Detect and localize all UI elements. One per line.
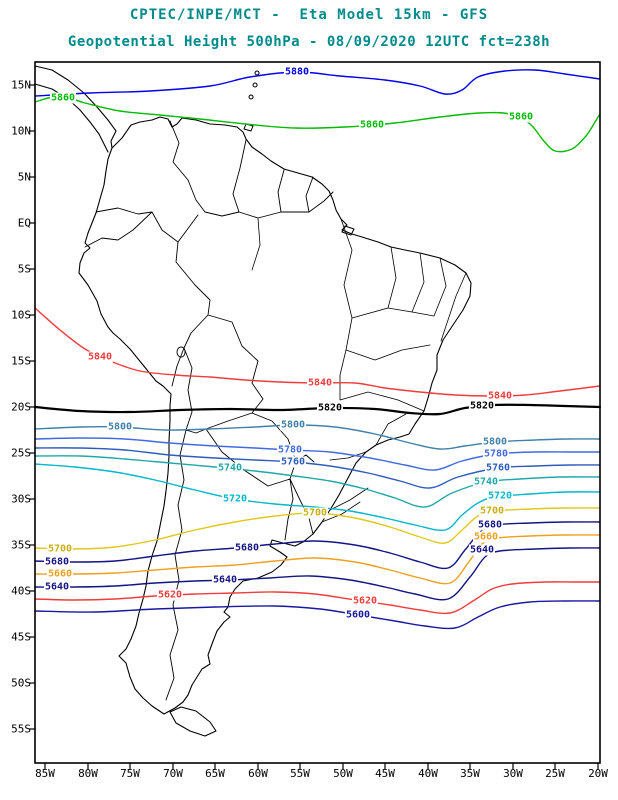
contour-5740: [34, 455, 601, 508]
contour-5600: [34, 600, 601, 630]
contour-5760: [34, 447, 601, 489]
page-title-line2: Geopotential Height 500hPa - 08/09/2020 …: [67, 34, 551, 50]
contour-5780: [34, 437, 601, 471]
contour-5800: [34, 424, 601, 450]
state-borders: [251, 217, 467, 523]
contour-lines: [33, 69, 602, 630]
south-america-map: [34, 65, 472, 737]
contour-5640: [34, 547, 601, 601]
axis-ticks: [29, 84, 599, 769]
tierra-del-fuego-island: [169, 706, 217, 737]
contour-5660: [34, 534, 601, 585]
contour-5880: [34, 69, 601, 97]
contour-5820: [33, 403, 602, 416]
page-title-line1: CPTEC/INPE/MCT - Eta Model 15km - GFS: [129, 7, 489, 23]
coastline: [78, 116, 472, 715]
plot-frame: [34, 61, 601, 764]
contour-5860: [34, 95, 601, 153]
contour-5720: [34, 463, 601, 532]
islands: [243, 70, 355, 236]
contour-5840: [34, 307, 601, 397]
central-america-coast: [34, 65, 117, 153]
